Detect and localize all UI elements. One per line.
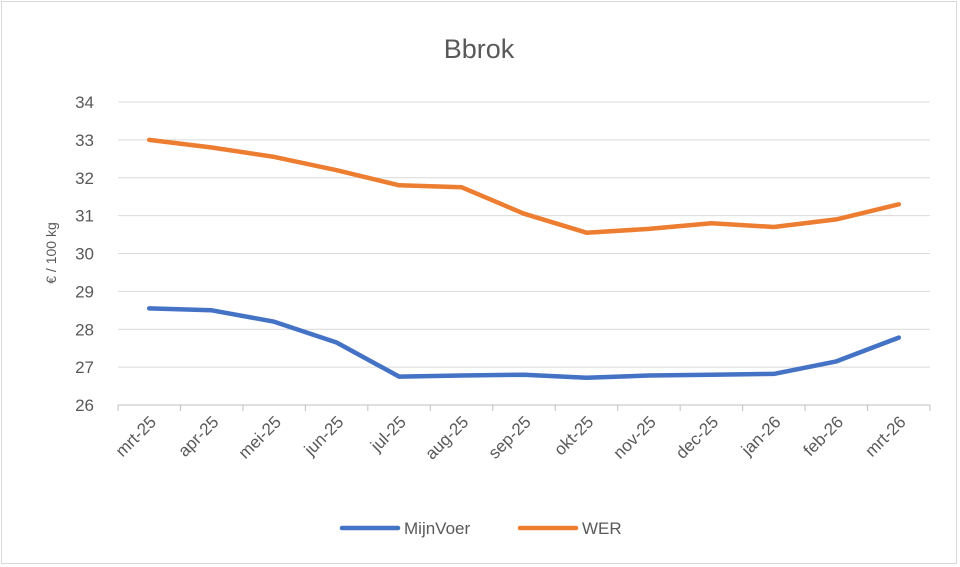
y-tick-label: 33 — [75, 131, 94, 150]
x-axis: mrt-25 apr-25 mei-25 jun-25 jul-25 aug-25 sep-… — [112, 404, 931, 463]
x-tick-label: sep-25 — [485, 412, 535, 462]
legend-entry: WER — [582, 519, 622, 538]
y-tick-label: 29 — [75, 282, 94, 301]
x-tick-label: jul-25 — [366, 412, 410, 456]
legend: MijnVoer WER — [339, 519, 622, 538]
x-tick-label: apr-25 — [174, 412, 222, 460]
y-tick-label: 28 — [75, 320, 94, 339]
y-tick-labels: 26 27 28 29 30 31 32 33 34 — [75, 93, 94, 415]
series-lines — [146, 137, 902, 380]
series-line-mijnvoer — [146, 306, 902, 380]
x-tick-label: jan-26 — [737, 412, 785, 460]
y-axis-label: € / 100 kg — [43, 222, 59, 284]
x-tick-label: dec-25 — [672, 412, 722, 462]
y-tick-label: 32 — [75, 169, 94, 188]
y-tick-label: 34 — [75, 93, 94, 112]
x-tick-label: nov-25 — [610, 412, 660, 462]
y-tick-label: 27 — [75, 358, 94, 377]
y-tick-label: 31 — [75, 207, 94, 226]
series-line-wer — [146, 137, 902, 235]
x-tick-label: okt-25 — [550, 412, 597, 459]
y-tick-label: 30 — [75, 245, 94, 264]
gridlines — [118, 101, 930, 368]
legend-entry: MijnVoer — [404, 519, 470, 538]
x-tick-label: mrt-26 — [861, 412, 909, 460]
y-tick-label: 26 — [75, 396, 94, 415]
x-tick-label: jun-25 — [300, 412, 348, 460]
x-tick-label: mrt-25 — [112, 412, 160, 460]
chart-title: Bbrok — [444, 34, 515, 64]
x-tick-label: feb-26 — [800, 412, 848, 460]
x-tick-label: aug-25 — [421, 412, 472, 463]
x-tick-label: mei-25 — [235, 412, 285, 462]
